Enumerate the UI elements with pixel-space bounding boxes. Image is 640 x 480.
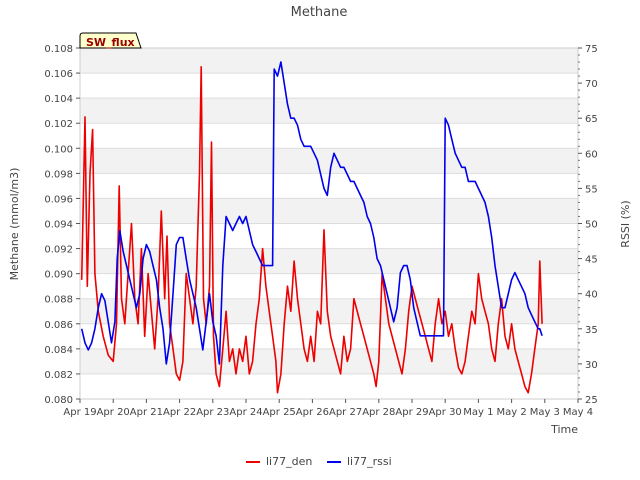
background-band xyxy=(80,198,578,224)
right-tick-label: 50 xyxy=(585,220,598,231)
right-tick-label: 65 xyxy=(585,114,598,125)
x-tick-label: Apr 30 xyxy=(429,407,462,418)
background-band xyxy=(80,48,578,74)
right-tick-label: 55 xyxy=(585,184,598,195)
x-tick-label: Apr 27 xyxy=(329,407,362,418)
left-tick-label: 0.102 xyxy=(44,119,73,130)
x-tick-label: Apr 20 xyxy=(97,407,130,418)
background-band xyxy=(80,98,578,124)
right-axis-ticks: 25 30 35 40 45 50 55 60 65 70 75 xyxy=(578,44,598,406)
x-tick-label: Apr 23 xyxy=(196,407,229,418)
x-tick-label: May 1 xyxy=(463,407,493,418)
left-tick-label: 0.088 xyxy=(44,295,73,306)
x-tick-label: May 4 xyxy=(563,407,593,418)
x-tick-label: May 2 xyxy=(496,407,526,418)
right-tick-label: 75 xyxy=(585,44,598,55)
background-bands xyxy=(80,48,578,374)
left-tick-label: 0.098 xyxy=(44,169,73,180)
x-axis-label: Time xyxy=(550,423,578,436)
sw-flux-badge: SW_flux xyxy=(79,32,142,49)
right-tick-label: 30 xyxy=(585,360,598,371)
legend: li77_den li77_rssi xyxy=(246,455,392,468)
right-tick-label: 60 xyxy=(585,149,598,160)
background-band xyxy=(80,348,578,374)
chart-title: Methane xyxy=(291,5,348,20)
left-tick-label: 0.080 xyxy=(44,395,73,406)
series-line-li77-den xyxy=(80,66,543,394)
left-tick-label: 0.082 xyxy=(44,370,73,381)
x-tick-label: Apr 25 xyxy=(263,407,296,418)
left-tick-label: 0.094 xyxy=(44,220,73,231)
right-axis-label: RSSI (%) xyxy=(619,200,632,247)
x-tick-label: Apr 24 xyxy=(229,407,262,418)
left-tick-label: 0.096 xyxy=(44,194,73,205)
left-tick-label: 0.092 xyxy=(44,245,73,256)
left-tick-label: 0.106 xyxy=(44,69,73,80)
left-tick-label: 0.086 xyxy=(44,320,73,331)
x-tick-label: Apr 21 xyxy=(130,407,163,418)
left-tick-label: 0.108 xyxy=(44,44,73,55)
x-tick-label: Apr 19 xyxy=(63,407,96,418)
left-tick-label: 0.100 xyxy=(44,144,73,155)
right-tick-label: 70 xyxy=(585,79,598,90)
right-tick-label: 25 xyxy=(585,395,598,406)
left-axis-ticks: 0.080 0.082 0.084 0.086 0.088 0.090 0.092 0.094… xyxy=(44,44,80,406)
left-tick-label: 0.090 xyxy=(44,270,73,281)
right-tick-label: 40 xyxy=(585,290,598,301)
x-axis-ticks: Apr 19 Apr 20 Apr 21 Apr 22 Apr 23 Apr 24 Apr … xyxy=(63,399,593,418)
background-band xyxy=(80,148,578,174)
series-lines xyxy=(80,61,543,394)
left-tick-label: 0.104 xyxy=(44,94,73,105)
x-tick-label: Apr 28 xyxy=(362,407,395,418)
right-tick-label: 35 xyxy=(585,325,598,336)
x-tick-label: May 3 xyxy=(530,407,560,418)
x-tick-label: Apr 26 xyxy=(296,407,329,418)
x-tick-label: Apr 22 xyxy=(163,407,196,418)
series-line-li77-rssi xyxy=(80,61,543,365)
left-axis-label: Methane (mmol/m3) xyxy=(8,168,21,281)
right-tick-label: 45 xyxy=(585,255,598,266)
legend-label-li77-rssi: li77_rssi xyxy=(347,455,392,468)
legend-label-li77-den: li77_den xyxy=(266,455,312,468)
x-tick-label: Apr 29 xyxy=(395,407,428,418)
badge-label: SW_flux xyxy=(86,36,135,49)
badge-background xyxy=(79,32,142,49)
left-tick-label: 0.084 xyxy=(44,345,73,356)
